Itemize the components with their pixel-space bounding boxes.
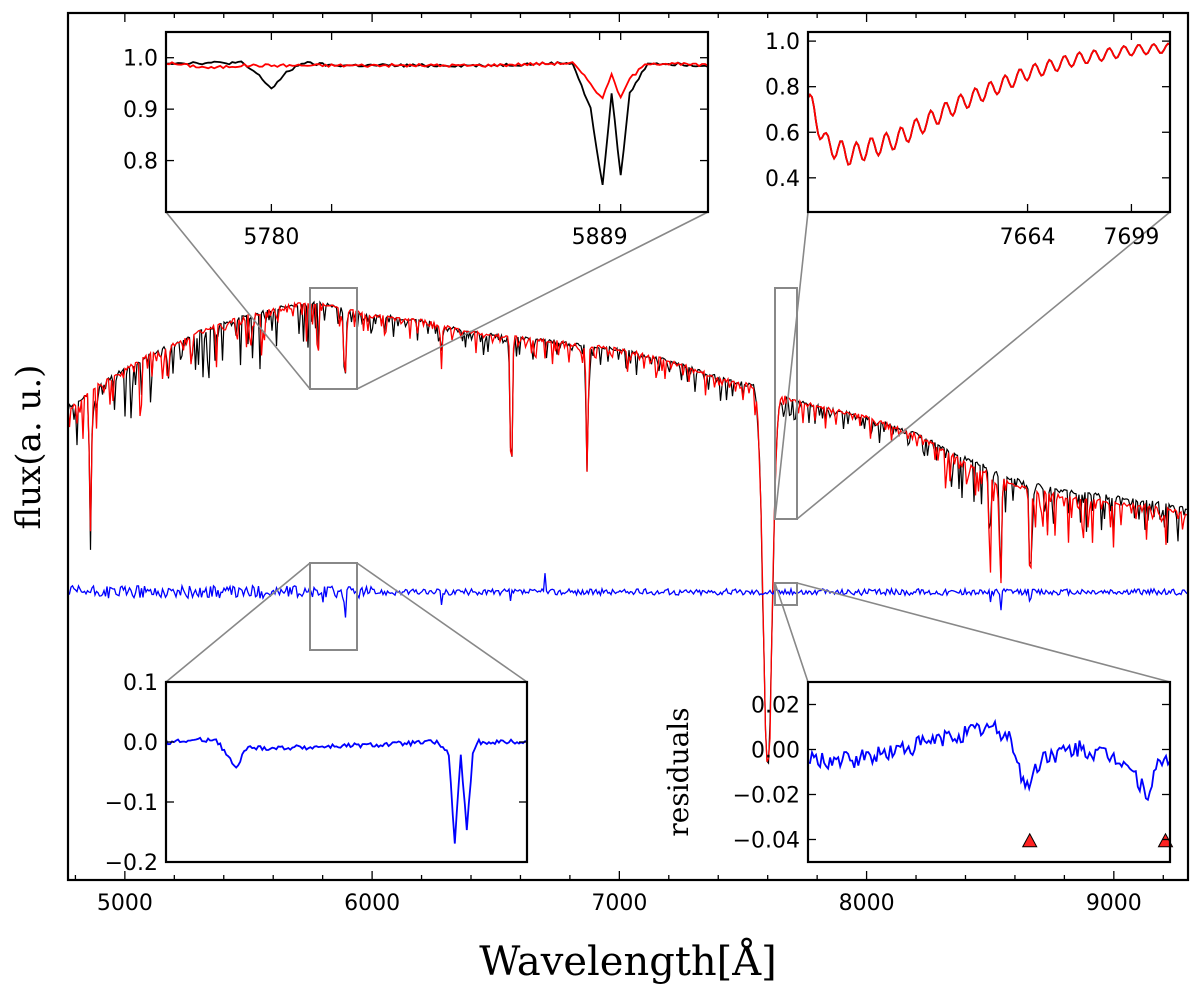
inset-background — [166, 32, 708, 212]
zoom-box — [309, 287, 358, 390]
y-tick-label: 0.00 — [751, 739, 800, 764]
y-tick-label: 0.0 — [123, 731, 158, 756]
zoom-connector — [165, 562, 311, 683]
inset-series-line — [807, 42, 1171, 166]
zoom-connector — [796, 582, 1171, 683]
y-tick-label: 0.9 — [123, 98, 158, 123]
zoom-connector — [796, 211, 1171, 520]
x-tick-label: 5889 — [572, 225, 628, 250]
inset-series-line — [165, 736, 528, 844]
x-tick-label: 7000 — [591, 891, 647, 916]
main-frame — [66, 11, 1190, 882]
insets: 0.8 0.9 1.0 5780 5889 0.4 0.6 0.8 1.0 7664 7699 −0.… — [105, 30, 1174, 876]
zoom-connector — [165, 211, 311, 390]
x-tick-label: 5000 — [97, 891, 153, 916]
x-tick-label: 6000 — [344, 891, 400, 916]
x-tick-label: 5780 — [243, 225, 299, 250]
inset-background — [808, 32, 1170, 212]
y-tick-label: 0.4 — [765, 167, 800, 192]
x-tick-label: 9000 — [1086, 891, 1142, 916]
y-tick-label: 0.6 — [765, 121, 800, 146]
zoom-connector — [774, 582, 809, 683]
inset_top_right: 0.4 0.6 0.8 1.0 7664 7699 — [765, 30, 1172, 520]
zoom-box — [774, 582, 798, 606]
inset-series-line — [165, 60, 709, 100]
y-tick-label: −0.1 — [105, 791, 158, 816]
inset-frame — [164, 680, 529, 864]
y-tick-label: 0.8 — [123, 150, 158, 175]
y-tick-label: 1.0 — [123, 47, 158, 72]
zoom-connector — [356, 562, 528, 683]
inset-background — [808, 682, 1170, 862]
y-tick-label: 1.0 — [765, 30, 800, 55]
zoom-connector — [774, 211, 809, 520]
zoom-connector — [356, 211, 709, 390]
y-tick-label: 0.1 — [123, 671, 158, 696]
x-axis-title: Wavelength[Å] — [479, 938, 777, 985]
y-tick-label: −0.02 — [733, 784, 800, 809]
y-tick-label: 0.8 — [765, 76, 800, 101]
x-tick-label: 7699 — [1103, 225, 1159, 250]
inset-frame — [806, 680, 1172, 864]
inset-background — [166, 682, 527, 862]
inset-series-line — [165, 60, 709, 186]
inset_top_left: 0.8 0.9 1.0 5780 5889 — [123, 30, 710, 390]
inset_bottom_left: −0.2 −0.1 0.0 0.1 — [105, 562, 529, 876]
x-tick-label: 8000 — [839, 891, 895, 916]
zoom-box — [309, 562, 358, 651]
y-tick-label: −0.2 — [105, 851, 158, 876]
inset-frame — [164, 30, 710, 214]
x-tick-label: 7664 — [1000, 225, 1056, 250]
inset-series-line — [807, 718, 1171, 802]
y-tick-label: −0.04 — [733, 829, 800, 854]
y-axis-title: flux(a. u.) — [9, 365, 49, 530]
inset-frame — [806, 30, 1172, 214]
zoom-box — [774, 287, 798, 520]
y-tick-label: 0.02 — [751, 694, 800, 719]
inset_bottom_right: −0.04 −0.02 0.00 0.02 residuals — [662, 582, 1174, 864]
triangle-marker — [1021, 832, 1038, 848]
residuals-line — [67, 573, 1188, 618]
inset-y-axis-title: residuals — [662, 707, 695, 836]
